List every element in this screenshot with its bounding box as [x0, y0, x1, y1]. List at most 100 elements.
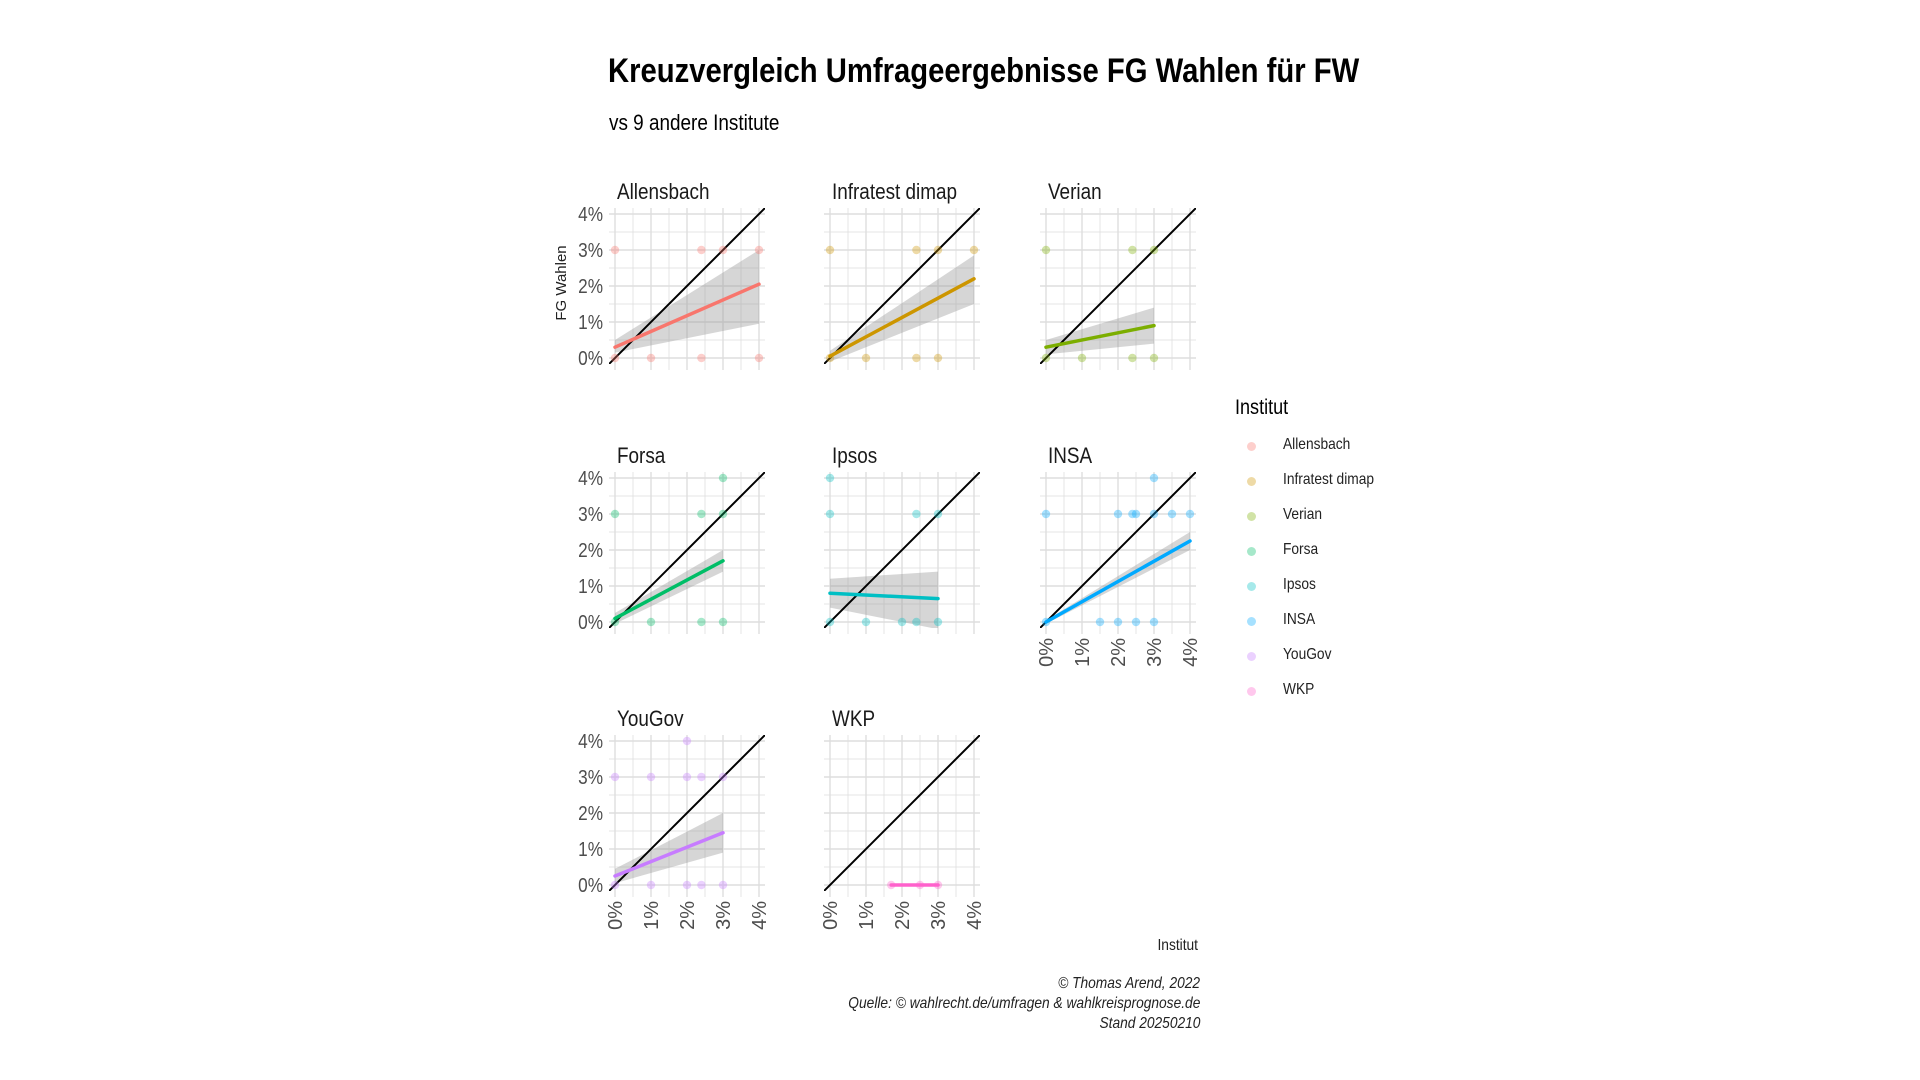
data-point [646, 772, 656, 782]
legend-label: Allensbach [1283, 436, 1351, 453]
confidence-band [830, 571, 938, 628]
confidence-band [615, 250, 759, 353]
data-point [610, 509, 620, 519]
x-tick-label: 4% [749, 901, 771, 930]
data-point [1128, 245, 1137, 255]
trend-line [613, 282, 761, 349]
legend-item: INSA [1235, 609, 1455, 644]
data-point [754, 353, 764, 363]
data-point [1041, 353, 1051, 363]
data-point [933, 353, 943, 363]
legend-item: Infratest dimap [1235, 469, 1455, 504]
data-point [1041, 245, 1051, 255]
facet-data [609, 208, 765, 364]
y-tick-label: 1% [578, 311, 603, 334]
facet-panel: INSA 0% 1% 2% 3% 4% [1036, 444, 1202, 667]
data-point [610, 353, 620, 363]
legend-label: Ipsos [1283, 576, 1316, 593]
facet-strip-label: Ipsos [832, 444, 877, 469]
data-point [825, 245, 835, 255]
x-tick-label: 1% [1072, 638, 1094, 667]
y-tick-label: 4% [578, 203, 603, 226]
legend-label: Infratest dimap [1283, 471, 1375, 488]
data-point [682, 772, 692, 782]
data-point [718, 772, 728, 782]
data-point [718, 880, 728, 890]
data-point [1128, 353, 1137, 363]
y-tick-label: 1% [578, 838, 603, 861]
trend-line [828, 277, 976, 358]
reference-line [824, 472, 980, 628]
y-tick-label: 3% [578, 766, 603, 789]
facet-data [609, 735, 765, 891]
data-point [610, 772, 620, 782]
data-point [861, 353, 871, 363]
data-point [933, 509, 943, 519]
legend-label: INSA [1283, 611, 1316, 628]
data-point [1077, 353, 1087, 363]
facet-data [1040, 208, 1196, 364]
data-point [912, 509, 921, 519]
y-tick-label: 0% [578, 347, 603, 370]
data-point [1131, 509, 1141, 519]
y-tick-label: 2% [578, 802, 603, 825]
data-point [646, 880, 656, 890]
x-tick-label: 4% [964, 901, 986, 930]
facet-strip-label: WKP [832, 707, 875, 732]
x-tick-label: 2% [1108, 638, 1130, 667]
legend-item: Forsa [1235, 539, 1455, 574]
facet-data [1040, 472, 1196, 628]
data-point [933, 617, 943, 627]
reference-line [824, 208, 980, 364]
data-point [718, 509, 728, 519]
x-axis-title: Institut [1157, 936, 1198, 954]
data-point [1041, 509, 1051, 519]
trend-line [828, 591, 940, 601]
facet-strip-label: Allensbach [617, 180, 709, 205]
y-tick-label: 2% [578, 539, 603, 562]
legend-key-icon [1247, 512, 1256, 521]
data-point [1149, 617, 1159, 627]
caption-date: Stand 20250210 [1098, 1015, 1200, 1032]
legend-item: Allensbach [1235, 434, 1455, 469]
reference-line [609, 472, 765, 628]
y-tick-label: 4% [578, 730, 603, 753]
chart-title: Kreuzvergleich Umfrageergebnisse FG Wahl… [608, 52, 1360, 90]
y-tick-label: 4% [578, 467, 603, 490]
y-tick-label: 2% [578, 275, 603, 298]
x-tick-label: 0% [605, 901, 627, 930]
facet-strip-label: Infratest dimap [832, 180, 957, 205]
facet-data [609, 472, 765, 628]
reference-line [1040, 472, 1196, 628]
data-point [1167, 509, 1177, 519]
data-point [861, 617, 871, 627]
legend: Institut Allensbach Infratest dimap Verian… [1235, 396, 1455, 714]
facet-panel: Infratest dimap [824, 180, 980, 370]
x-tick-label: 3% [713, 901, 735, 930]
reference-line [1040, 208, 1196, 364]
legend-item: Verian [1235, 504, 1455, 539]
legend-label: WKP [1283, 681, 1315, 698]
data-point [1113, 617, 1123, 627]
data-point [697, 880, 706, 890]
legend-item: YouGov [1235, 644, 1455, 679]
facet-panel: YouGov 0% 1% 2% 3% 4% 0% 1% 2% 3% 4% [578, 707, 771, 930]
legend-key-icon [1247, 652, 1256, 661]
data-point [969, 245, 979, 255]
y-tick-label: 3% [578, 503, 603, 526]
data-point [1149, 245, 1159, 255]
facet-panel: Ipsos [824, 444, 980, 634]
x-tick-label: 0% [1036, 638, 1058, 667]
facet-strip-label: Verian [1048, 180, 1102, 205]
reference-line [824, 735, 980, 891]
legend-key-icon [1247, 582, 1256, 591]
y-tick-label: 1% [578, 575, 603, 598]
data-point [825, 617, 835, 627]
facet-strip-label: Forsa [617, 444, 666, 469]
facet-data [824, 208, 980, 364]
trend-line [613, 559, 725, 621]
data-point [610, 880, 620, 890]
legend-key-icon [1247, 442, 1256, 451]
data-point [1131, 617, 1141, 627]
